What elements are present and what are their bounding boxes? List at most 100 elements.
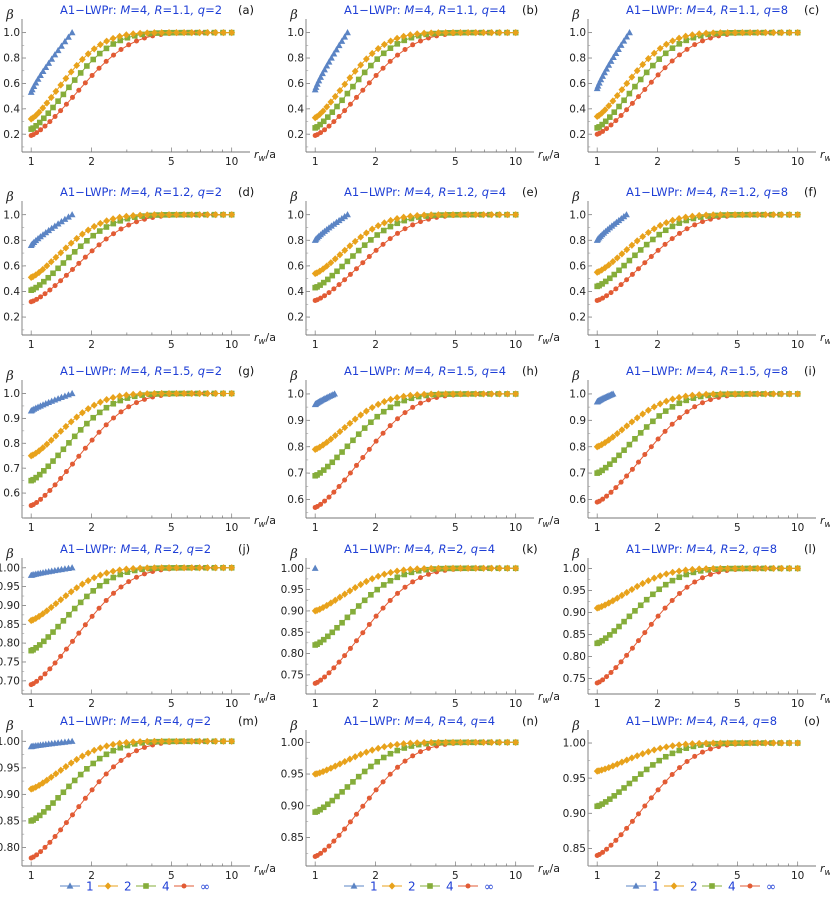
data-point-1: [338, 214, 346, 222]
x-tick-label: 10: [225, 870, 238, 882]
panel-title: A1−LWPr: M=4, R=4, q=4: [344, 714, 495, 728]
data-point-inf: [42, 123, 48, 129]
data-point-2: [57, 427, 65, 435]
data-point-2: [357, 233, 365, 241]
data-point-4: [84, 237, 90, 244]
data-point-inf: [111, 52, 117, 58]
data-point-2: [512, 211, 520, 219]
y-tick-label: 1.00: [281, 563, 304, 575]
data-point-2: [52, 87, 60, 96]
panel-title-value: =8: [771, 364, 788, 378]
data-point-inf: [63, 469, 69, 475]
data-point-inf: [89, 437, 95, 443]
data-point-2: [173, 211, 180, 219]
y-tick-label: 0.90: [281, 800, 304, 812]
data-point-2: [644, 406, 652, 414]
data-point-4: [77, 599, 84, 606]
panel-title-param: M: [120, 542, 130, 556]
panel-title-param: , R: [713, 714, 728, 728]
data-point-2: [228, 29, 236, 37]
x-axis-label: rw/a: [254, 331, 276, 347]
panel-title-value: =2: [163, 542, 180, 556]
data-point-2: [220, 29, 227, 37]
data-point-inf: [76, 630, 82, 636]
data-point-2: [362, 229, 370, 237]
series-line-inf: [30, 567, 232, 686]
x-tick-label: 2: [88, 870, 95, 882]
data-point-1: [333, 46, 340, 53]
data-point-inf: [336, 483, 342, 489]
data-point-1: [54, 46, 62, 54]
data-point-4: [602, 464, 609, 471]
y-tick-label: 1.00: [563, 563, 586, 575]
data-point-2: [368, 225, 376, 233]
data-point-4: [380, 408, 387, 415]
data-point-4: [66, 254, 72, 261]
data-point-2: [496, 738, 503, 746]
data-point-1: [51, 51, 59, 58]
x-tick-label: 5: [168, 698, 175, 710]
y-tick-label: 0.9: [3, 413, 20, 425]
data-point-2: [754, 29, 762, 37]
y-tick-label: 0.80: [281, 648, 304, 660]
panel-title-value: =4: [130, 364, 147, 378]
data-point-inf: [103, 58, 109, 64]
x-tick-label: 5: [168, 522, 175, 534]
data-point-2: [464, 738, 472, 746]
series-line-4: [597, 567, 798, 644]
data-point-inf: [648, 621, 654, 627]
data-point-inf: [655, 613, 661, 619]
legend-marker-2: [104, 882, 112, 890]
data-point-2: [688, 391, 696, 399]
panel-title-value: =8: [760, 542, 777, 556]
data-point-4: [401, 37, 408, 44]
data-point-inf: [342, 277, 348, 283]
data-point-inf: [669, 236, 675, 242]
data-point-2: [650, 225, 658, 233]
data-point-2: [770, 739, 777, 747]
data-point-2: [639, 410, 647, 418]
data-point-2: [472, 564, 480, 572]
data-point-4: [55, 265, 61, 272]
data-point-2: [400, 392, 408, 400]
data-point-inf: [366, 795, 372, 801]
data-point-inf: [700, 749, 706, 755]
data-point-2: [67, 68, 75, 76]
panel-title-param: , R: [713, 185, 728, 199]
data-point-inf: [342, 653, 348, 659]
data-point-2: [739, 564, 746, 573]
data-point-2: [196, 29, 204, 37]
panel-label: (n): [522, 714, 538, 728]
data-point-inf: [648, 79, 654, 85]
data-point-2: [644, 748, 652, 756]
x-tick-label: 2: [654, 522, 661, 534]
data-point-2: [598, 109, 606, 117]
data-point-2: [62, 244, 70, 252]
data-point-1: [45, 226, 53, 234]
data-point-4: [632, 83, 638, 90]
data-point-4: [599, 801, 605, 807]
data-point-2: [204, 29, 211, 37]
y-tick-label: 0.90: [0, 789, 20, 801]
data-point-inf: [613, 837, 619, 843]
data-point-2: [601, 106, 609, 114]
data-point-inf: [624, 277, 630, 283]
panel-title-value: =1.5: [447, 364, 475, 378]
data-point-2: [724, 564, 732, 573]
legend-label-4: 4: [162, 880, 170, 894]
data-point-inf: [52, 833, 58, 839]
data-point-inf: [642, 87, 648, 93]
data-point-inf: [418, 38, 424, 44]
panel-title: A1−LWPr: M=4, R=1.5, q=8: [626, 364, 788, 378]
data-point-1: [323, 62, 331, 69]
panel-title-param: M: [686, 542, 696, 556]
data-point-inf: [635, 266, 641, 272]
y-tick-label: 1.0: [287, 209, 304, 221]
data-point-1: [609, 390, 617, 397]
panel-title-value: =4: [489, 364, 506, 378]
data-point-4: [60, 618, 67, 624]
y-axis-label: β: [5, 8, 14, 23]
data-point-4: [643, 69, 650, 76]
